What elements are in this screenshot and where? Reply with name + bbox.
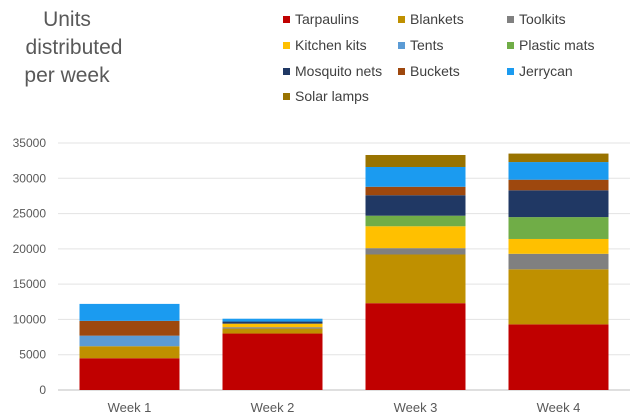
bar-segment xyxy=(79,358,180,390)
legend-item: Jerrycan xyxy=(507,63,573,79)
legend-label: Tents xyxy=(410,37,443,53)
bar-segment xyxy=(79,303,180,321)
bar-segment xyxy=(508,179,609,191)
bar-segment xyxy=(222,318,323,322)
legend-label: Toolkits xyxy=(519,11,566,27)
legend-label: Mosquito nets xyxy=(295,63,382,79)
legend-label: Tarpaulins xyxy=(295,11,359,27)
legend-swatch xyxy=(398,68,405,75)
legend-swatch xyxy=(283,42,290,49)
y-tick-label: 30000 xyxy=(13,171,47,185)
legend-label: Plastic mats xyxy=(519,37,594,53)
bar-segment xyxy=(222,327,323,329)
bar-segment xyxy=(508,162,609,180)
bar-stack xyxy=(79,303,180,390)
bar-segment xyxy=(508,153,609,163)
bar-segment xyxy=(222,323,323,328)
x-category-label: Week 4 xyxy=(537,400,581,415)
bar-segment xyxy=(365,226,466,249)
y-tick-label: 10000 xyxy=(13,312,47,326)
legend-item: Mosquito nets xyxy=(283,63,382,79)
x-category-label: Week 3 xyxy=(394,400,438,415)
legend-label: Blankets xyxy=(410,11,464,27)
legend-swatch xyxy=(507,68,514,75)
legend-item: Plastic mats xyxy=(507,37,594,53)
bar-segment xyxy=(508,324,609,390)
bar-stacks xyxy=(79,153,609,390)
legend-label: Solar lamps xyxy=(295,88,369,104)
legend-item: Toolkits xyxy=(507,11,566,27)
legend-swatch xyxy=(283,93,290,100)
y-tick-label: 15000 xyxy=(13,277,47,291)
legend-item: Tents xyxy=(398,37,443,53)
bar-segment xyxy=(222,333,323,390)
bar-stack xyxy=(222,318,323,390)
legend-label: Buckets xyxy=(410,63,460,79)
bar-segment xyxy=(79,320,180,336)
bar-segment xyxy=(222,328,323,334)
bar-segment xyxy=(79,346,180,359)
chart-title-line: distributed xyxy=(26,36,123,59)
legend-item: Tarpaulins xyxy=(283,11,359,27)
y-tick-label: 35000 xyxy=(13,136,47,150)
bar-segment xyxy=(365,254,466,304)
legend-item: Kitchen kits xyxy=(283,37,367,53)
x-category-label: Week 2 xyxy=(251,400,295,415)
bar-segment xyxy=(365,166,466,187)
legend-swatch xyxy=(283,68,290,75)
chart-title: Units distributed per week xyxy=(24,8,122,87)
bar-segment xyxy=(508,238,609,254)
chart-title-line: per week xyxy=(24,64,110,87)
y-tick-label: 0 xyxy=(39,383,46,397)
bar-segment xyxy=(365,186,466,196)
bar-segment xyxy=(365,154,466,167)
y-tick-label: 5000 xyxy=(19,348,46,362)
bar-segment xyxy=(508,269,609,325)
legend-item: Buckets xyxy=(398,63,460,79)
y-tick-label: 20000 xyxy=(13,242,47,256)
bar-stack xyxy=(508,153,609,390)
legend-swatch xyxy=(507,42,514,49)
legend-swatch xyxy=(398,42,405,49)
bar-segment xyxy=(365,248,466,255)
bar-segment xyxy=(79,335,180,347)
bar-segment xyxy=(508,190,609,218)
bar-segment xyxy=(365,215,466,227)
y-axis: 0 5000 10000 15000 20000 25000 30000 35000 xyxy=(13,136,47,397)
chart-title-line: Units xyxy=(43,8,91,31)
legend-swatch xyxy=(283,16,290,23)
bar-segment xyxy=(365,195,466,216)
legend-label: Kitchen kits xyxy=(295,37,367,53)
chart-legend: Tarpaulins Blankets Toolkits Kitchen kits Te… xyxy=(283,11,594,104)
bar-stack xyxy=(365,154,466,390)
y-tick-label: 25000 xyxy=(13,207,47,221)
legend-swatch xyxy=(507,16,514,23)
legend-item: Blankets xyxy=(398,11,464,27)
bar-segment xyxy=(222,321,323,324)
legend-swatch xyxy=(398,16,405,23)
bar-segment xyxy=(508,253,609,270)
bar-segment xyxy=(508,217,609,239)
legend-label: Jerrycan xyxy=(519,63,573,79)
legend-item: Solar lamps xyxy=(283,88,369,104)
x-category-label: Week 1 xyxy=(108,400,152,415)
bar-segment xyxy=(365,303,466,390)
x-axis: Week 1 Week 2 Week 3 Week 4 xyxy=(108,400,581,415)
